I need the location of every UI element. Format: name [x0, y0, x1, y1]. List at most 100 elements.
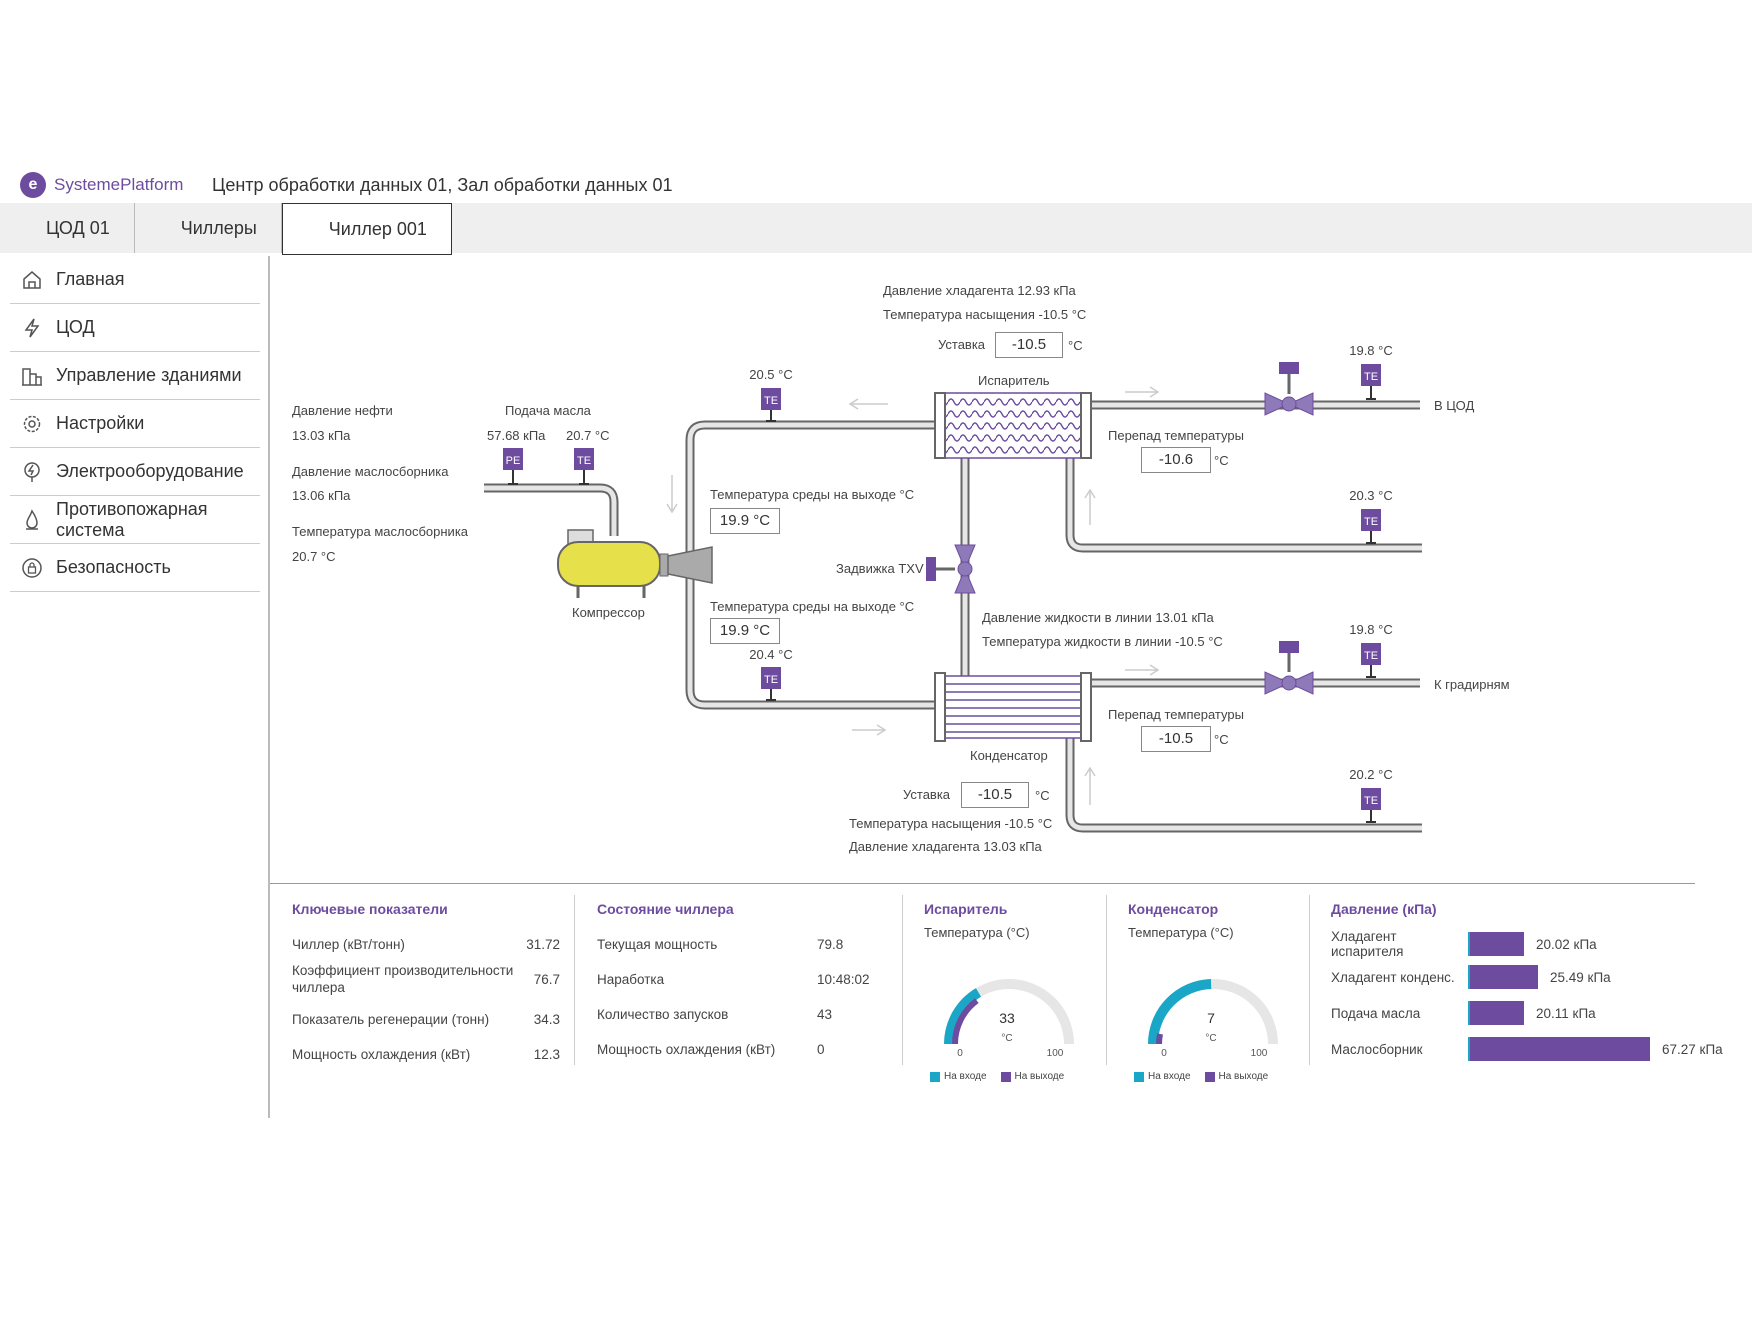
pressure-label: Маслосборник	[1331, 1041, 1423, 1057]
sensor-reading-cond-out: 19.8 °C	[1349, 622, 1393, 637]
pressure-row: Подача масла 20.11 кПа	[1331, 1001, 1596, 1025]
evap-setpoint-label: Уставка	[938, 337, 986, 352]
cond-gauge-value: 7	[1207, 1010, 1215, 1026]
evap-control-valve[interactable]	[1264, 362, 1314, 416]
evap-delta-field[interactable]: -10.6	[1141, 447, 1211, 473]
sump-temp-value: 20.7 °C	[292, 549, 336, 564]
cond-control-valve[interactable]	[1264, 641, 1314, 695]
sidebar-item-label: Противопожарная система	[56, 498, 208, 540]
legend-swatch-outlet	[1000, 1071, 1011, 1082]
liquid-temp-text: Температура жидкости в линии -10.5 °C	[982, 634, 1223, 649]
sidebar-item-buildings[interactable]: Управление зданиями	[10, 352, 260, 400]
state-row: Текущая мощность 79.8	[597, 937, 887, 952]
sidebar-item-label: ЦОД	[56, 317, 95, 337]
evap-delta-label: Перепад температуры	[1108, 428, 1244, 443]
kpi-panel: Ключевые показатели Чиллер (кВт/тонн) 31.…	[292, 895, 560, 1062]
pressure-value: 20.11 кПа	[1536, 1005, 1596, 1021]
pressure-title: Давление (кПа)	[1331, 901, 1437, 917]
breadcrumb-item-chiller[interactable]: Чиллер 001	[281, 203, 452, 255]
sensor-pe-oil[interactable]: PE	[503, 448, 523, 485]
sensor-reading-suction: 20.5 °C	[749, 367, 793, 382]
txv-label: Задвижка TXV	[836, 561, 924, 576]
sidebar-item-electrical[interactable]: Электрооборудование	[10, 448, 260, 496]
cond-gauge-max: 100	[1251, 1048, 1268, 1059]
state-value: 10:48:02	[817, 972, 870, 987]
state-value: 79.8	[817, 937, 844, 952]
sensor-tag: TE	[1364, 371, 1378, 383]
pressure-panel: Давление (кПа) Хладагент испарителя 20.02…	[1331, 895, 1741, 1065]
cond-gauge-unit: °C	[1205, 1033, 1216, 1044]
oil-feed-pressure: 57.68 кПа	[487, 428, 546, 443]
chiller-diagram: TE PE TE TE TE TE TE TE Давление хладаге…	[292, 283, 1510, 854]
cond-gauge-title: Конденсатор	[1128, 901, 1219, 917]
sensor-tag: TE	[1364, 650, 1378, 662]
breadcrumb-item-chillers[interactable]: Чиллеры	[135, 203, 282, 253]
pressure-row: Маслосборник 67.27 кПа	[1331, 1037, 1723, 1061]
liquid-pressure-text: Давление жидкости в линии 13.01 кПа	[982, 610, 1215, 625]
evap-gauge-value: 33	[999, 1010, 1015, 1026]
sensor-te-discharge[interactable]: TE	[761, 667, 781, 701]
evap-gauge-max: 100	[1047, 1048, 1064, 1059]
sensor-te-suction[interactable]: TE	[761, 388, 781, 422]
power-icon	[20, 460, 44, 484]
buildings-icon	[20, 364, 44, 388]
pressure-bar	[1468, 932, 1524, 956]
kpi-row: Показатель регенерации (тонн) 34.3	[292, 1012, 560, 1027]
cond-gauge-outlet-arc	[1156, 1033, 1163, 1045]
oil-pressure-label: Давление нефти	[292, 403, 393, 418]
breadcrumb-item-dc[interactable]: ЦОД 01	[0, 203, 135, 253]
state-label: Текущая мощность	[597, 937, 718, 952]
state-value: 43	[817, 1007, 833, 1022]
pressure-bar	[1468, 1037, 1650, 1061]
sensor-reading-evap-out: 19.8 °C	[1349, 343, 1393, 358]
cond-gauge-inlet-arc	[1148, 979, 1212, 1045]
pressure-value: 25.49 кПа	[1550, 969, 1611, 985]
sensor-te-cond-out[interactable]: TE	[1361, 643, 1381, 678]
state-row: Мощность охлаждения (кВт) 0	[597, 1042, 887, 1057]
oil-pressure-value: 13.03 кПа	[292, 428, 351, 443]
sidebar: Главная ЦОД Управление зданиями Настройк…	[10, 256, 260, 592]
cond-delta-unit: °C	[1214, 732, 1229, 747]
state-title: Состояние чиллера	[597, 901, 734, 917]
sensor-te-evap-out[interactable]: TE	[1361, 364, 1381, 400]
media-out-field-1[interactable]: 19.9 °C	[710, 508, 780, 534]
lightning-icon	[20, 316, 44, 340]
sensor-te-evap-return[interactable]: TE	[1361, 509, 1381, 544]
legend-label-inlet: На входе	[944, 1071, 987, 1082]
sidebar-item-settings[interactable]: Настройки	[10, 400, 260, 448]
evaporator[interactable]	[934, 392, 1092, 459]
txv-valve[interactable]	[926, 544, 976, 594]
sensor-te-oil[interactable]: TE	[574, 448, 594, 485]
sensor-tag: TE	[764, 674, 778, 686]
condenser-label: Конденсатор	[970, 748, 1048, 763]
flow-arrows	[666, 386, 1160, 805]
media-out-field-2[interactable]: 19.9 °C	[710, 618, 780, 644]
condenser[interactable]	[934, 672, 1092, 742]
kpi-value: 34.3	[533, 1012, 560, 1027]
pressure-label: Хладагент испарителя	[1331, 929, 1404, 959]
state-label: Мощность охлаждения (кВт)	[597, 1042, 776, 1057]
compressor[interactable]	[557, 529, 713, 598]
kpi-label: Показатель регенерации (тонн)	[292, 1012, 490, 1027]
sidebar-item-dc[interactable]: ЦОД	[10, 304, 260, 352]
cond-delta-field[interactable]: -10.5	[1141, 726, 1211, 752]
sidebar-item-fire[interactable]: Противопожарная система	[10, 496, 260, 544]
oil-feed-temp: 20.7 °C	[566, 428, 610, 443]
sensor-te-cond-return[interactable]: TE	[1361, 788, 1381, 823]
sidebar-item-home[interactable]: Главная	[10, 256, 260, 304]
logo-icon: e	[20, 172, 46, 198]
panel-separator	[902, 895, 903, 1065]
media-out-label-2: Температура среды на выходе °C	[710, 599, 914, 614]
logo[interactable]: e SystemePlatform	[20, 170, 183, 200]
pressure-row: Хладагент конденс. 25.49 кПа	[1331, 965, 1611, 989]
kpi-value: 12.3	[533, 1047, 560, 1062]
evap-setpoint-field[interactable]: -10.5	[995, 332, 1063, 358]
oil-feed-label: Подача масла	[505, 403, 592, 418]
cond-setpoint-field[interactable]: -10.5	[961, 782, 1029, 808]
legend-label-outlet: На выходе	[1014, 1071, 1065, 1082]
sensor-tag: TE	[1364, 516, 1378, 528]
sidebar-item-security[interactable]: Безопасность	[10, 544, 260, 592]
state-label: Количество запусков	[597, 1007, 729, 1022]
sump-pressure-value: 13.06 кПа	[292, 488, 351, 503]
cond-pressure-text: Давление хладагента 13.03 кПа	[849, 839, 1043, 854]
